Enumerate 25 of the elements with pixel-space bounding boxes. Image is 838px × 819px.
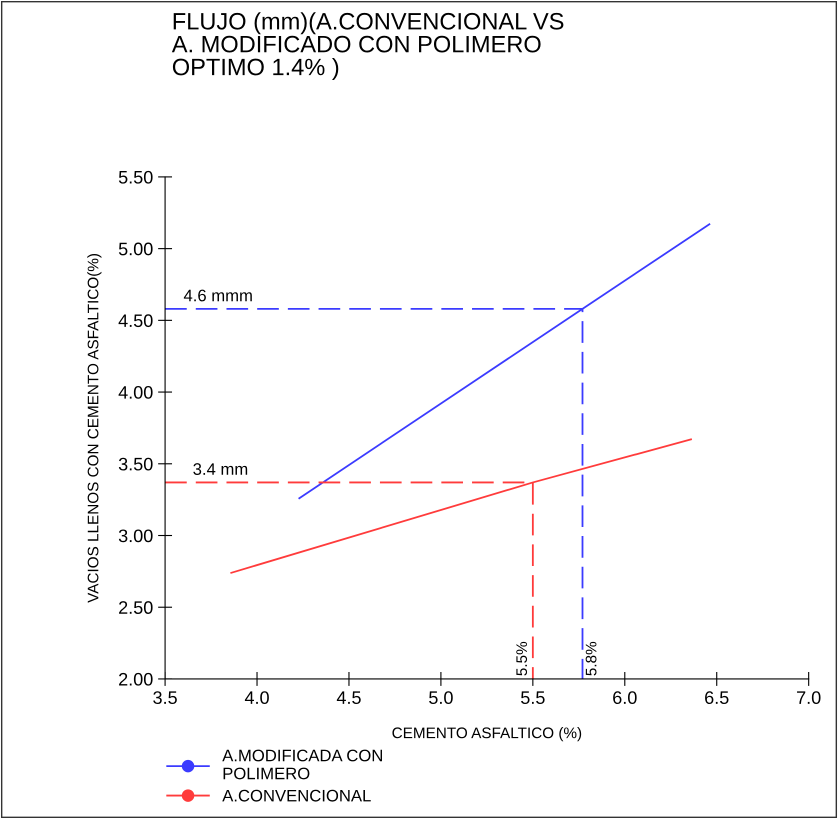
annotation: 3.4 mm [193,463,248,475]
x-tick-label: 6.0 [613,691,637,704]
annotation: 5.5% [516,642,528,676]
y-tick-label: 4.00 [118,386,153,399]
x-tick-label: 5.0 [429,691,453,704]
y-tick-label: 3.00 [118,529,153,542]
x-tick-label: 7.0 [797,691,821,704]
y-tick-label: 5.50 [118,170,153,184]
y-axis-title: VACIOS LLENOS CON CEMENTO ASFALTICO(%) [87,254,102,603]
legend-label: A.MODIFICADA CON POLIMERO [222,750,382,780]
x-tick-label: 6.5 [705,691,729,704]
annotation: 5.8% [586,642,596,676]
y-tick-label: 4.50 [118,314,153,328]
x-tick-label: 3.5 [153,691,177,704]
y-tick-label: 5.00 [118,242,153,256]
y-tick-label: 3.50 [118,458,153,471]
x-tick-label: 5.5 [521,691,545,704]
x-axis-title: CEMENTO ASFALTICO (%) [392,727,582,742]
x-tick-label: 4.0 [244,691,269,704]
y-tick-label: 2.50 [119,601,153,614]
legend-label: A.CONVENCIONAL [222,790,371,802]
y-tick-label: 2.00 [119,672,153,686]
x-tick-label: 4.5 [336,691,361,704]
chart-title: FLUJO (mm)(A.CONVENCIONAL VS A. MODIFICADO CON POLIMERO OPTIMO 1.4% ) [172,12,564,80]
annotation: 4.6 mmm [184,290,252,302]
